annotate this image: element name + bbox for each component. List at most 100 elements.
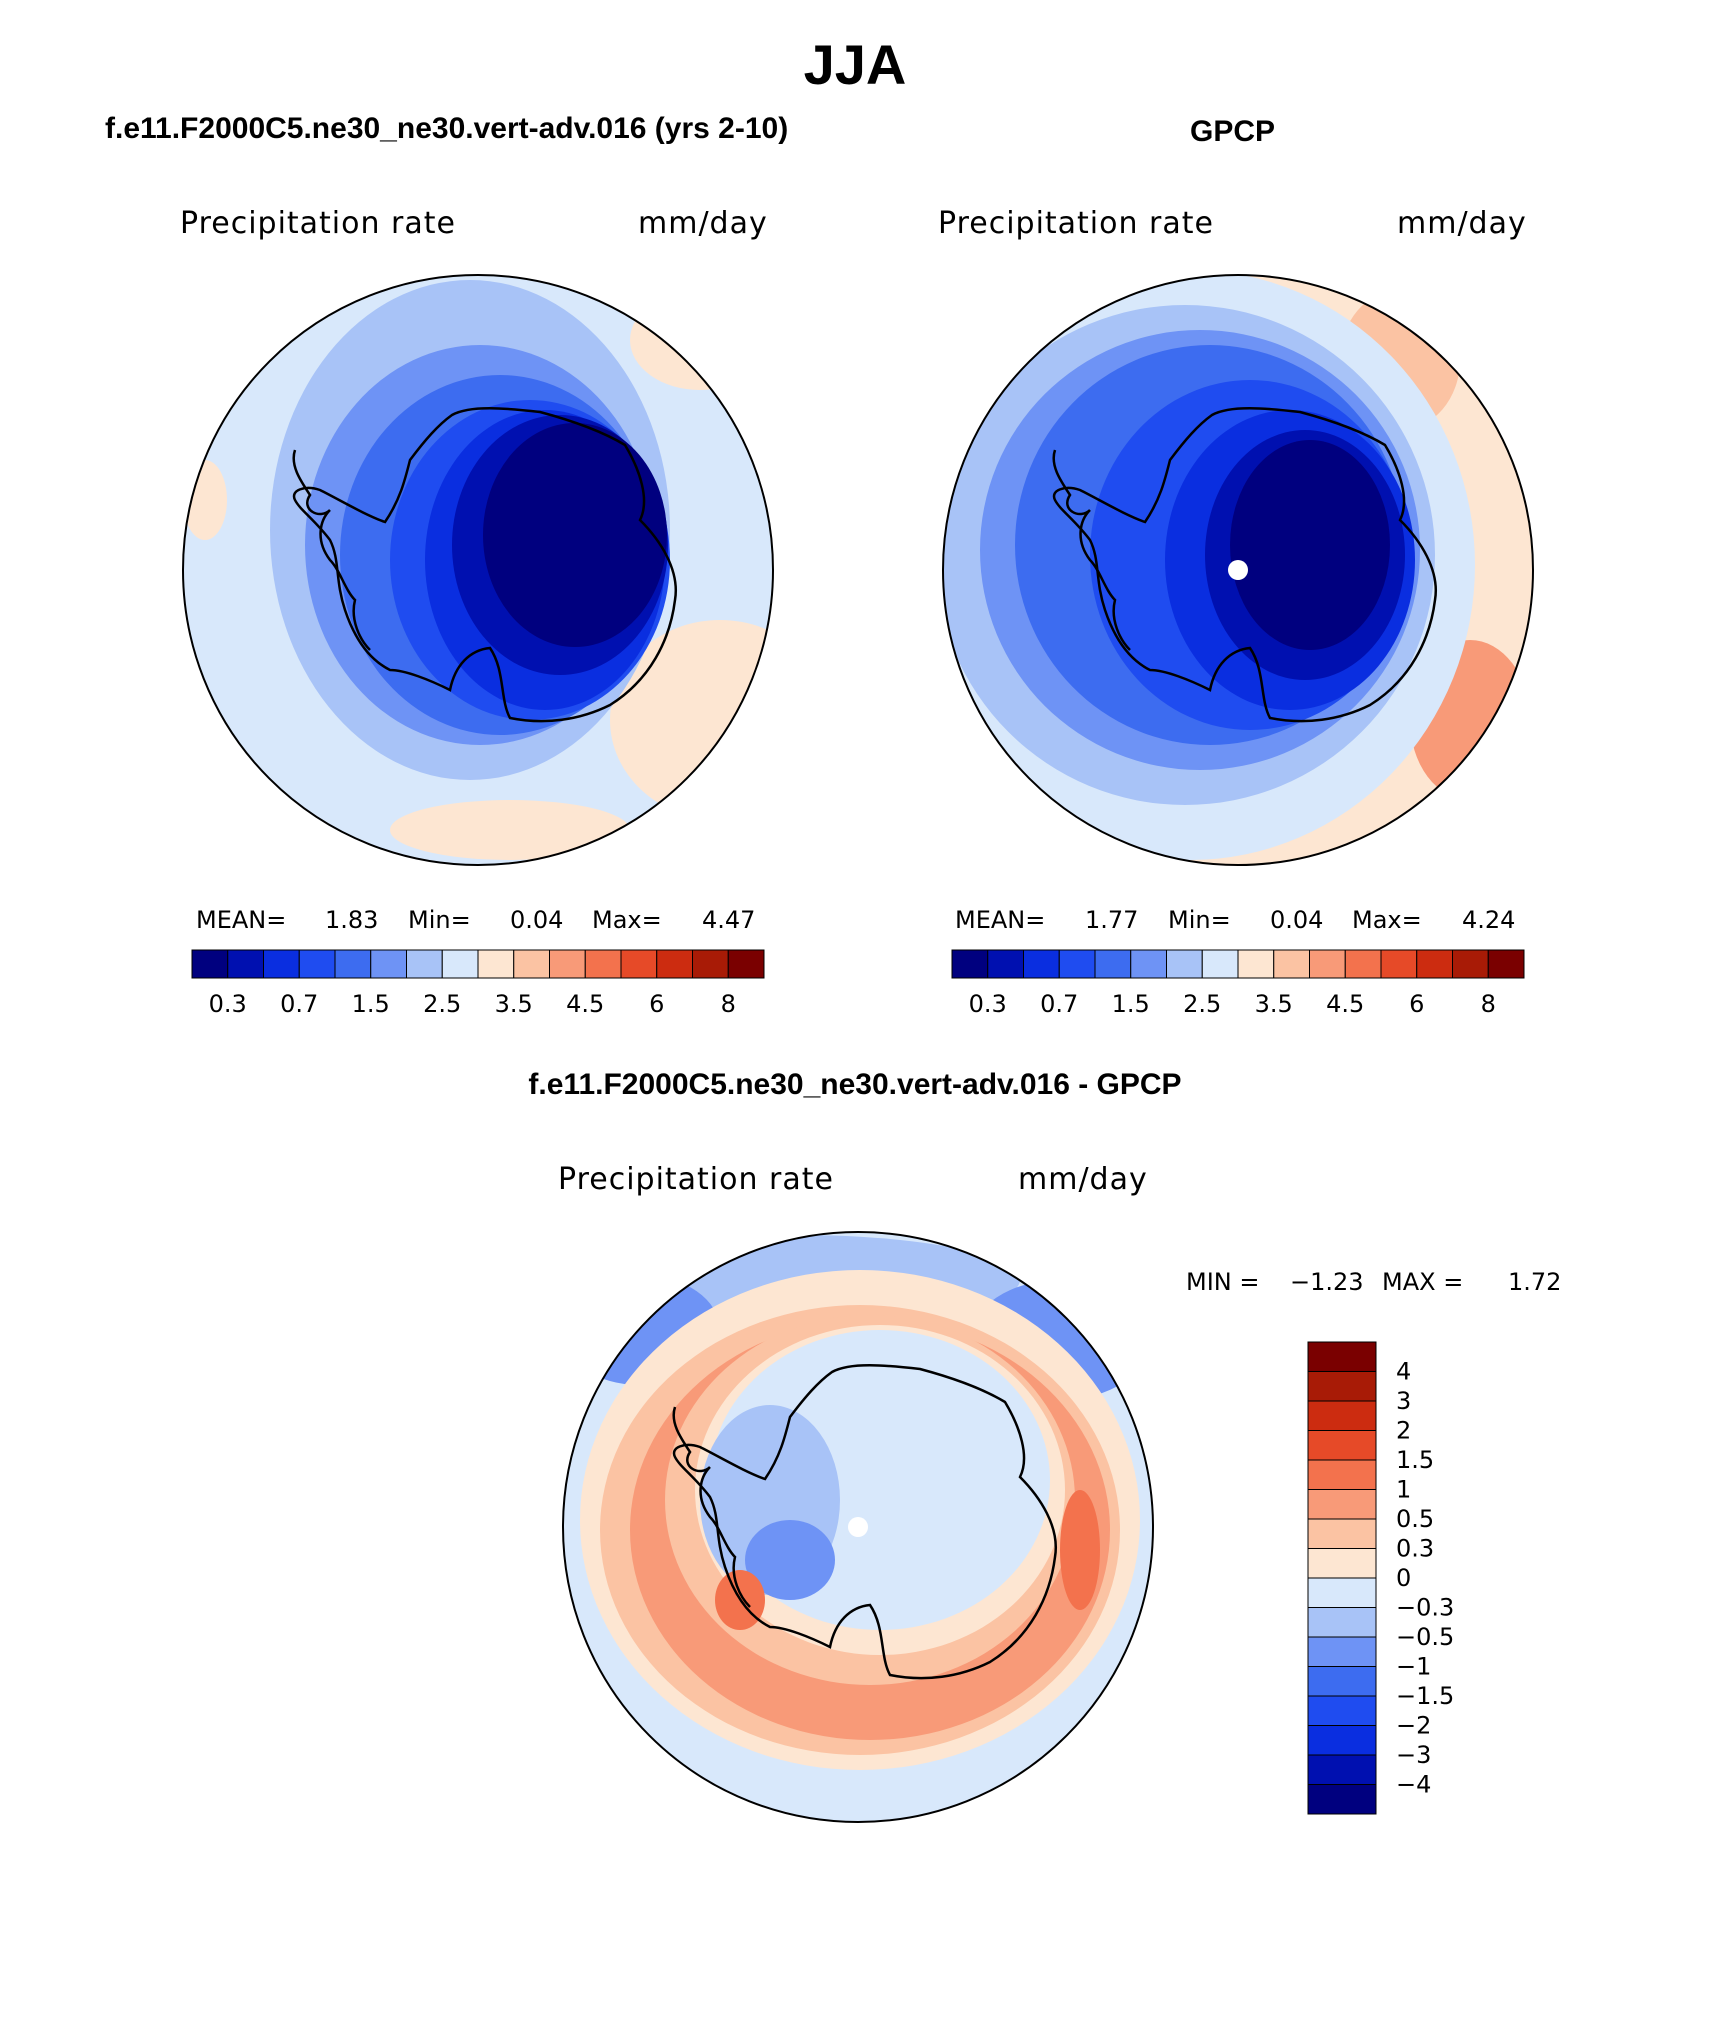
panel1-colorbar-swatch bbox=[441, 949, 479, 979]
panel3-colorbar-tick-label: −1 bbox=[1396, 1653, 1431, 1681]
panel1-peninsula bbox=[292, 449, 371, 651]
panel3-colorbar-tick-label: 1.5 bbox=[1396, 1446, 1434, 1474]
panel2-colorbar-tick-label: 8 bbox=[1481, 990, 1496, 1018]
panel1-min-label: Min= bbox=[408, 906, 471, 934]
panel2-colorbar-swatch bbox=[1130, 949, 1167, 979]
panel2-colorbar-swatch bbox=[987, 949, 1024, 979]
panel3-max-label: MAX = bbox=[1382, 1268, 1464, 1296]
panel2-colorbar: 0.3 0.7 1.5 2.5 3.5 4.5 6 8 bbox=[951, 949, 1525, 1018]
panel1-colorbar-swatch bbox=[656, 949, 693, 979]
panel3-max-value: 1.72 bbox=[1508, 1268, 1562, 1296]
panel1-colorbar-tick-label: 1.5 bbox=[352, 990, 390, 1018]
panel1-units-label: mm/day bbox=[638, 206, 768, 241]
panel1-colorbar-tick-label: 2.5 bbox=[423, 990, 461, 1018]
panel1-colorbar-swatch bbox=[263, 949, 300, 979]
panel1-colorbar-swatch bbox=[620, 949, 658, 979]
panel1-colorbar-swatch bbox=[406, 949, 443, 979]
panel2-mean-label: MEAN= bbox=[955, 906, 1046, 934]
panel3-min-label: MIN = bbox=[1186, 1268, 1260, 1296]
panel3-colorbar-tick-label: 4 bbox=[1396, 1358, 1411, 1386]
panel1-colorbar-swatch bbox=[692, 949, 729, 979]
panel3-colorbar-swatch bbox=[1307, 1725, 1377, 1756]
panel2-colorbar-swatch bbox=[1487, 949, 1525, 979]
panel2-colorbar-swatch bbox=[951, 949, 989, 979]
panel1-colorbar-tick-label: 0.7 bbox=[280, 990, 318, 1018]
panel2-max-value: 4.24 bbox=[1462, 906, 1516, 934]
panel1-max-value: 4.47 bbox=[702, 906, 756, 934]
panel3-colorbar-tick-label: 0.5 bbox=[1396, 1505, 1434, 1533]
panel1-colorbar-swatch bbox=[334, 949, 372, 979]
page-title: JJA bbox=[803, 33, 907, 96]
panel3-colorbar-swatch bbox=[1307, 1666, 1377, 1697]
panel3-colorbar-tick-label: −3 bbox=[1396, 1741, 1431, 1769]
panel3-min-value: −1.23 bbox=[1290, 1268, 1364, 1296]
panel3-colorbar-swatch bbox=[1307, 1607, 1377, 1638]
panel3-colorbar-tick-label: 0 bbox=[1396, 1564, 1411, 1592]
panel1-colorbar-tick-label: 0.3 bbox=[209, 990, 247, 1018]
panel2-colorbar-swatch bbox=[1416, 949, 1453, 979]
panel2-colorbar-swatch bbox=[1094, 949, 1132, 979]
panel3-colorbar-swatch bbox=[1307, 1459, 1377, 1490]
panel1-colorbar-tick-label: 3.5 bbox=[495, 990, 533, 1018]
panel2-colorbar-swatch bbox=[1201, 949, 1239, 979]
panel1-colorbar-tick-label: 6 bbox=[649, 990, 664, 1018]
panel3-colorbar-tick-label: −0.3 bbox=[1396, 1594, 1454, 1622]
panel2-colorbar-tick-label: 0.3 bbox=[969, 990, 1007, 1018]
panel2-colorbar-tick-label: 0.7 bbox=[1040, 990, 1078, 1018]
panel3-colorbar-tick-label: 2 bbox=[1396, 1417, 1411, 1445]
panel3-colorbar-swatch bbox=[1307, 1400, 1377, 1431]
panel2-colorbar-tick-label: 6 bbox=[1409, 990, 1424, 1018]
panel3-colorbar-swatch bbox=[1307, 1430, 1377, 1461]
panel2-colorbar-tick-label: 3.5 bbox=[1255, 990, 1293, 1018]
panel1-colorbar-tick-label: 8 bbox=[721, 990, 736, 1018]
panel3-colorbar-swatch bbox=[1307, 1636, 1377, 1667]
panel1-colorbar-swatch bbox=[513, 949, 550, 979]
panel2-colorbar-swatch bbox=[1273, 949, 1310, 979]
panel3-colorbar-tick-label: 3 bbox=[1396, 1387, 1411, 1415]
panel2-peninsula bbox=[1052, 449, 1131, 651]
panel2-max-label: Max= bbox=[1352, 906, 1422, 934]
panel3-pole-marker bbox=[848, 1517, 868, 1537]
panel2-colorbar-swatch bbox=[1344, 949, 1382, 979]
panel1-coastline bbox=[292, 407, 678, 723]
panel1-colorbar-swatch bbox=[477, 949, 515, 979]
panel1-variable-label: Precipitation rate bbox=[180, 206, 456, 241]
panel3-colorbar-tick-label: −4 bbox=[1396, 1771, 1431, 1799]
panel1-min-value: 0.04 bbox=[510, 906, 564, 934]
panel1-colorbar-swatch bbox=[298, 949, 336, 979]
panel3-colorbar-tick-label: −0.5 bbox=[1396, 1623, 1454, 1651]
panel3-colorbar-tick-label: 1 bbox=[1396, 1476, 1411, 1504]
panel2-colorbar-swatch bbox=[1058, 949, 1096, 979]
panel1-map bbox=[183, 275, 773, 865]
panel2-title: GPCP bbox=[1190, 115, 1276, 148]
panel2-colorbar-swatch bbox=[1380, 949, 1418, 979]
panel2-map bbox=[943, 275, 1533, 865]
panel2-min-label: Min= bbox=[1168, 906, 1231, 934]
panel3-colorbar-swatch bbox=[1307, 1341, 1377, 1372]
panel2-colorbar-tick-label: 2.5 bbox=[1183, 990, 1221, 1018]
panel1-colorbar-swatch bbox=[727, 949, 765, 979]
panel3-variable-label: Precipitation rate bbox=[558, 1162, 834, 1197]
panel3-colorbar-swatch bbox=[1307, 1548, 1377, 1579]
panel3-colorbar-swatch bbox=[1307, 1784, 1377, 1815]
panel3-colorbar-swatch bbox=[1307, 1754, 1377, 1785]
panel3-colorbar-swatch bbox=[1307, 1371, 1377, 1402]
panel3-title: f.e11.F2000C5.ne30_ne30.vert-adv.016 - G… bbox=[528, 1068, 1182, 1101]
panel2-colorbar-swatch bbox=[1166, 949, 1203, 979]
panel2-units-label: mm/day bbox=[1397, 206, 1527, 241]
panel1-colorbar-swatch bbox=[227, 949, 264, 979]
panel2-variable-label: Precipitation rate bbox=[938, 206, 1214, 241]
panel1-colorbar-swatch bbox=[584, 949, 622, 979]
panel2-min-value: 0.04 bbox=[1270, 906, 1324, 934]
panel2-pole-marker bbox=[1228, 560, 1248, 580]
panel3-colorbar-swatch bbox=[1307, 1577, 1377, 1608]
panel2-colorbar-swatch bbox=[1237, 949, 1275, 979]
panel2-colorbar-swatch bbox=[1309, 949, 1346, 979]
panel1-colorbar-swatch bbox=[191, 949, 229, 979]
panel3-colorbar-swatch bbox=[1307, 1489, 1377, 1520]
panel2-colorbar-swatch bbox=[1452, 949, 1489, 979]
panel1-colorbar-swatch bbox=[370, 949, 407, 979]
panel3-colorbar-tick-label: −1.5 bbox=[1396, 1682, 1454, 1710]
